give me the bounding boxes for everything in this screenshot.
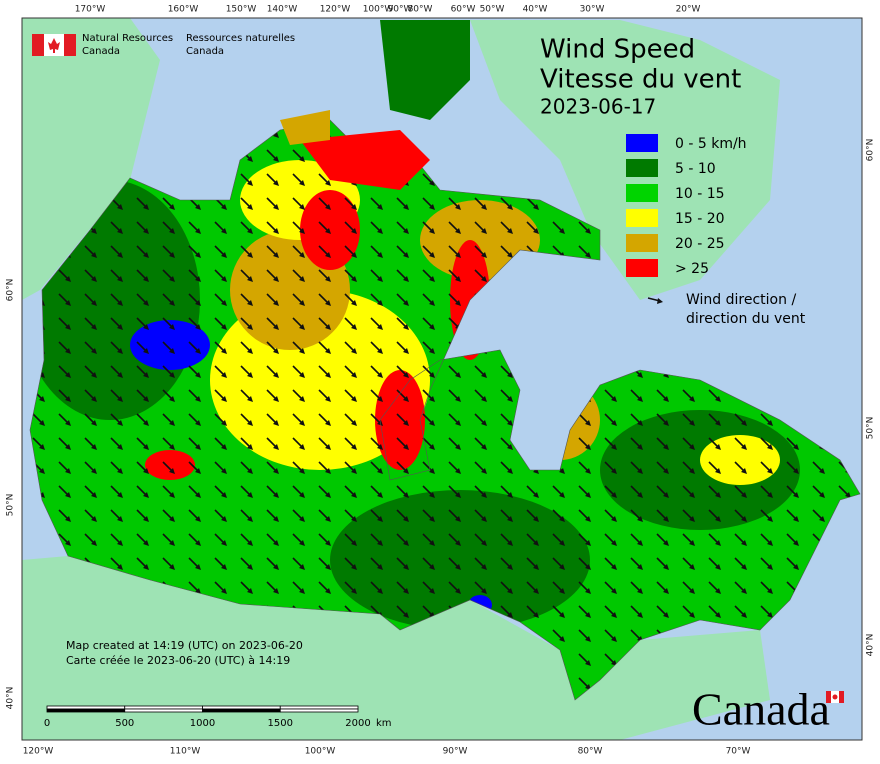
longitude-label: 140°W <box>267 5 298 15</box>
created-en: Map created at 14:19 (UTC) on 2023-06-20 <box>66 639 303 652</box>
legend-label: 20 - 25 <box>675 236 725 252</box>
wind-direction-label: Wind direction / <box>686 292 796 308</box>
title: Vitesse du vent <box>540 65 741 95</box>
scale-label: 500 <box>115 718 134 729</box>
scale-segment <box>46 708 126 713</box>
scale-label: 1000 <box>190 718 215 729</box>
longitude-label: 120°W <box>320 5 351 15</box>
alaska <box>22 18 160 300</box>
scale-segment <box>279 708 359 713</box>
latitude-label: 40°N <box>866 634 876 657</box>
longitude-label: 60°W <box>451 5 476 15</box>
scale-segment <box>202 705 281 710</box>
longitude-label: 90°W <box>443 747 468 757</box>
wordmark-flag <box>826 691 844 703</box>
longitude-label: 40°W <box>523 5 548 15</box>
legend-swatch <box>626 259 658 277</box>
legend: 0 - 5 km/h 5 - 10 10 - 15 15 - 20 20 - 25 > 2… <box>626 134 747 277</box>
scale-label: 1500 <box>268 718 293 729</box>
scale-label: 0 <box>44 718 50 729</box>
latitude-label: 40°N <box>6 687 16 710</box>
longitude-label: 20°W <box>676 5 701 15</box>
longitude-label: 160°W <box>168 5 199 15</box>
latitude-label: 60°N <box>6 279 16 302</box>
longitude-label: 30°W <box>580 5 605 15</box>
legend-label: 15 - 20 <box>675 211 725 227</box>
usa <box>22 556 770 740</box>
arctic-islands <box>300 130 430 190</box>
longitude-label: 170°W <box>75 5 106 15</box>
scale-unit: km <box>376 718 392 729</box>
legend-swatch <box>626 184 658 202</box>
legend-label: > 25 <box>675 261 709 277</box>
wind-direction-label: direction du vent <box>686 311 806 327</box>
longitude-label: 100°W <box>363 5 394 15</box>
scale-segment <box>124 705 203 710</box>
created-fr: Carte créée le 2023-06-20 (UTC) à 14:19 <box>66 654 290 667</box>
legend-label: 10 - 15 <box>675 186 725 202</box>
longitude-label: 80°W <box>408 5 433 15</box>
arctic-islands <box>280 110 330 145</box>
legend-label: 0 - 5 km/h <box>675 136 747 152</box>
frame <box>21 17 863 741</box>
scale-segment <box>202 708 281 713</box>
title: Wind Speed <box>540 35 695 65</box>
scale-label: 2000 <box>345 718 370 729</box>
flag <box>32 34 76 56</box>
legend-swatch <box>626 134 658 152</box>
agency-fr: Ressources naturelles <box>186 33 295 44</box>
latitude-label: 50°N <box>6 494 16 517</box>
scale-segment <box>279 705 359 710</box>
longitude-label: 110°W <box>170 747 201 757</box>
longitude-label: 100°W <box>305 747 336 757</box>
date: 2023-06-17 <box>540 95 656 119</box>
legend-label: 5 - 10 <box>675 161 716 177</box>
greenland <box>470 20 780 300</box>
legend-swatch <box>626 234 658 252</box>
longitude-label: 120°W <box>23 747 54 757</box>
latitude-label: 60°N <box>866 139 876 162</box>
latitude-label: 50°N <box>866 417 876 440</box>
agency-en: Natural Resources <box>82 33 173 44</box>
wordmark: Canada <box>692 684 830 735</box>
ellesmere <box>380 20 470 120</box>
agency-en: Canada <box>82 46 120 57</box>
scale-bar: 0 500 1000 1500 2000 km <box>44 705 392 729</box>
longitude-label: 70°W <box>726 747 751 757</box>
longitude-label: 90°W <box>388 5 413 15</box>
scale-segment <box>46 705 126 710</box>
longitude-label: 50°W <box>480 5 505 15</box>
agency-fr: Canada <box>186 46 224 57</box>
legend-swatch <box>626 159 658 177</box>
scale-segment <box>124 708 203 713</box>
graticule: 170°W 160°W 150°W 140°W 120°W 100°W90°W80°W 60… <box>6 5 876 757</box>
legend-swatch <box>626 209 658 227</box>
longitude-label: 80°W <box>578 747 603 757</box>
longitude-label: 150°W <box>226 5 257 15</box>
